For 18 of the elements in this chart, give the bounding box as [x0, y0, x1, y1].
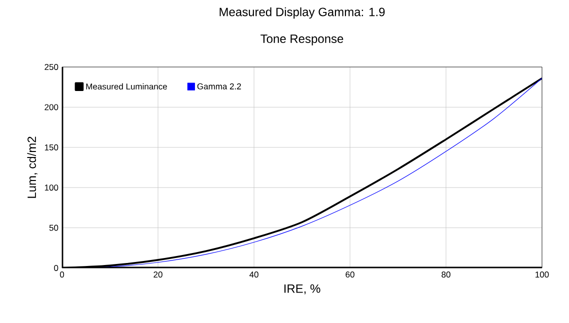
x-tick-label: 0 — [60, 272, 64, 278]
y-tick-label: 250 — [44, 64, 58, 70]
y-tick-label: 200 — [44, 104, 58, 110]
x-tick-label: 40 — [249, 272, 258, 278]
x-tick-label: 100 — [536, 272, 549, 278]
x-tick-label: 60 — [346, 272, 354, 278]
y-tick-label: 50 — [49, 224, 58, 231]
legend-label: Measured Luminance — [86, 83, 167, 90]
y-tick-label: 100 — [44, 184, 58, 191]
x-axis-title: IRE, % — [284, 284, 320, 294]
legend-label: Gamma 2.2 — [197, 83, 241, 90]
y-tick-label: 0 — [54, 264, 58, 271]
y-axis-title: Lum, cd/m2 — [27, 136, 38, 198]
x-tick-label: 80 — [442, 272, 450, 278]
chart-title: Measured Display Gamma: 1.9 — [220, 7, 385, 19]
chart-subtitle: Tone Response — [260, 34, 344, 46]
x-tick-label: 20 — [154, 272, 162, 278]
y-tick-label: 150 — [44, 144, 58, 150]
